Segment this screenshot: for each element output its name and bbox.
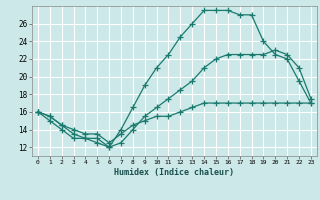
X-axis label: Humidex (Indice chaleur): Humidex (Indice chaleur) [115,168,234,177]
